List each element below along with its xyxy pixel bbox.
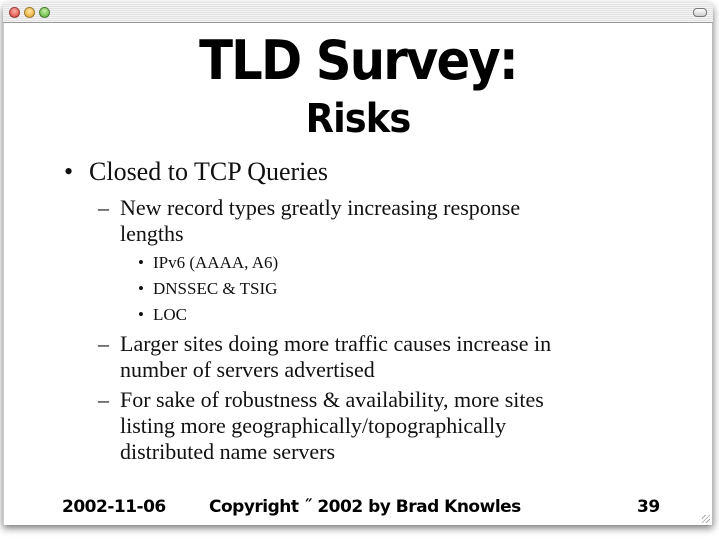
bullet-text: Closed to TCP Queries — [89, 157, 329, 186]
zoom-button[interactable] — [39, 7, 50, 18]
resize-grip[interactable] — [702, 515, 710, 523]
bullet-marker: • — [138, 305, 144, 324]
footer-page-number: 39 — [637, 497, 660, 517]
sub-bullet-2: – Larger sites doing more traffic causes … — [98, 331, 552, 383]
bullet-1: • Closed to TCP Queries — [64, 157, 329, 187]
sub-bullet-3: – For sake of robustness & availability, … — [98, 387, 544, 465]
bullet-text: DNSSEC & TSIG — [153, 279, 278, 298]
bullet-text: number of servers advertised — [120, 357, 375, 382]
bullet-text: lengths — [120, 221, 184, 246]
bullet-marker: • — [138, 253, 144, 272]
dash-marker: – — [98, 331, 109, 356]
slide-subtitle: Risks — [305, 96, 412, 142]
sub-sub-bullet-1: • IPv6 (AAAA, A6) — [138, 253, 279, 273]
footer-date: 2002-11-06 — [62, 497, 166, 517]
toolbar-toggle-button[interactable] — [693, 8, 707, 17]
sub-sub-bullet-3: • LOC — [138, 305, 187, 325]
title-bar[interactable] — [3, 3, 713, 23]
bullet-text: listing more geographically/topographica… — [120, 413, 507, 438]
slide: TLD Survey: Risks • Closed to TCP Queries… — [3, 23, 713, 525]
sub-sub-bullet-2: • DNSSEC & TSIG — [138, 279, 278, 299]
bullet-text: For sake of robustness & availability, m… — [120, 387, 544, 412]
footer-copyright: Copyright ˝ 2002 by Brad Knowles — [209, 497, 521, 517]
bullet-marker: • — [64, 157, 74, 186]
close-button[interactable] — [9, 7, 20, 18]
bullet-text: LOC — [153, 305, 187, 324]
sub-bullet-1: – New record types greatly increasing res… — [98, 195, 521, 247]
bullet-text: Larger sites doing more traffic causes i… — [120, 331, 552, 356]
slide-title: TLD Survey: — [199, 29, 519, 92]
minimize-button[interactable] — [24, 7, 35, 18]
presentation-window: TLD Survey: Risks • Closed to TCP Queries… — [3, 3, 713, 525]
bullet-marker: • — [138, 279, 144, 298]
bullet-text: distributed name servers — [120, 439, 336, 464]
dash-marker: – — [98, 387, 109, 412]
dash-marker: – — [98, 195, 109, 220]
bullet-text: IPv6 (AAAA, A6) — [153, 253, 279, 272]
bullet-text: New record types greatly increasing resp… — [120, 195, 521, 220]
